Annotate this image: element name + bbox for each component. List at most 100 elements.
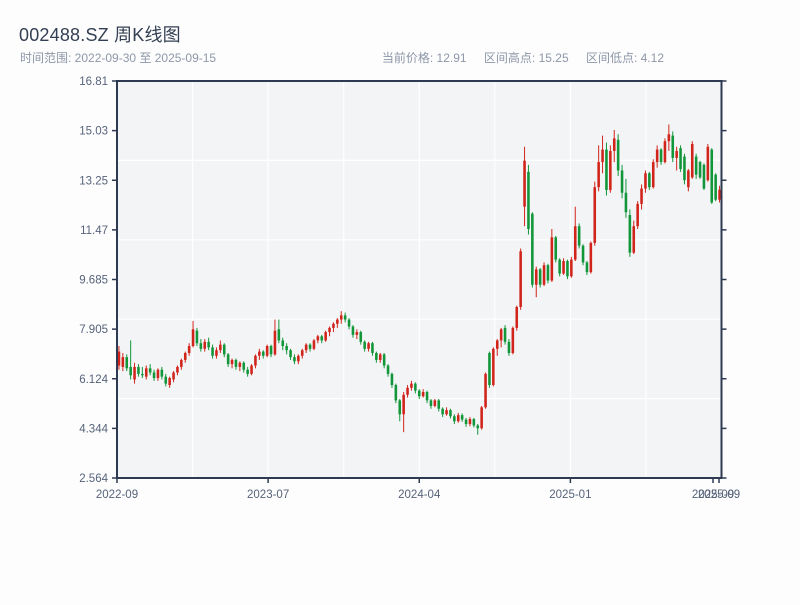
candle-body-down: [242, 362, 246, 370]
candle-body-down: [702, 164, 706, 189]
candle-body-down: [375, 352, 378, 360]
candle-body-down: [164, 376, 168, 384]
candle-body-up: [445, 410, 448, 415]
candlestick: [566, 259, 569, 280]
candlestick: [542, 262, 546, 287]
candle-body-up: [332, 323, 335, 328]
price-stats: 当前价格: 12.91 区间高点: 15.25 区间低点: 4.12: [382, 49, 664, 66]
candle-body-down: [531, 213, 534, 285]
y-axis-label: 13.25: [79, 175, 108, 187]
candlestick: [410, 380, 413, 391]
candle-body-down: [195, 330, 199, 344]
candle-body-down: [488, 352, 491, 386]
candlestick: [694, 153, 698, 179]
candlestick: [406, 385, 409, 398]
candle-body-up: [573, 226, 577, 260]
candlestick: [269, 344, 273, 358]
candlestick: [176, 365, 179, 376]
candlestick: [367, 341, 370, 352]
range-low-stat: 区间低点: 4.12: [585, 51, 664, 65]
candle-body-down: [624, 192, 628, 213]
candlestick: [511, 326, 515, 355]
candle-body-up: [640, 188, 643, 204]
candlestick: [398, 398, 402, 422]
candle-body-down: [566, 261, 569, 277]
candlestick: [137, 364, 140, 377]
candlestick: [503, 325, 507, 345]
candle-body-up: [203, 341, 207, 349]
candle-body-down: [538, 269, 542, 285]
y-axis-label: 2.564: [79, 473, 108, 485]
candlestick: [347, 318, 351, 330]
candle-body-down: [289, 350, 292, 358]
candlestick: [222, 343, 226, 358]
candlestick: [546, 263, 550, 284]
candlestick: [386, 364, 390, 377]
candlestick: [273, 319, 277, 356]
candlestick: [585, 261, 589, 275]
y-axis-label: 15.03: [79, 126, 108, 138]
candlestick: [624, 178, 628, 218]
candlestick: [581, 244, 585, 266]
candle-body-up: [187, 346, 191, 353]
candlestick: [683, 153, 686, 185]
candlestick: [441, 407, 444, 418]
candlestick: [242, 361, 246, 373]
candle-body-up: [484, 373, 487, 408]
candle-body-down: [141, 373, 144, 376]
candlestick: [597, 145, 600, 192]
candle-body-down: [351, 326, 355, 335]
candlestick: [187, 343, 191, 356]
candlestick: [593, 181, 597, 246]
candle-body-down: [211, 347, 214, 356]
candlestick: [250, 364, 253, 376]
candlestick: [492, 347, 495, 387]
candle-body-up: [316, 336, 320, 341]
candle-body-up: [644, 173, 647, 189]
candle-body-down: [425, 392, 429, 401]
candlestick: [628, 209, 632, 257]
candle-body-down: [277, 329, 281, 341]
candle-body-up: [410, 383, 413, 388]
candlestick: [417, 389, 421, 399]
candlestick: [538, 267, 542, 288]
candle-body-down: [359, 332, 363, 342]
candlestick: [390, 372, 394, 388]
candlestick: [336, 318, 339, 328]
candle-body-up: [651, 162, 655, 188]
candlestick: [211, 344, 214, 359]
candle-body-down: [261, 351, 265, 356]
y-axis-label: 6.124: [79, 374, 108, 386]
candlestick: [281, 337, 285, 351]
candlestick: [687, 169, 690, 192]
candle-body-down: [222, 344, 226, 355]
candle-body-up: [328, 327, 331, 333]
candlestick: [433, 398, 437, 408]
candlestick: [702, 163, 706, 190]
candle-body-up: [687, 170, 690, 188]
candle-body-up: [523, 160, 526, 207]
candlestick: [304, 343, 308, 353]
candlestick: [375, 351, 378, 363]
candle-body-down: [554, 237, 558, 260]
candle-body-down: [694, 156, 698, 175]
candlestick: [183, 351, 187, 363]
candle-body-down: [671, 135, 675, 158]
candle-body-up: [254, 355, 257, 366]
candlestick: [234, 358, 238, 370]
candlestick: [460, 413, 464, 422]
candle-body-up: [230, 359, 234, 365]
candle-body-up: [718, 189, 721, 200]
candlestick: [644, 170, 647, 193]
candlestick: [698, 160, 702, 179]
candlestick: [382, 352, 386, 369]
candle-body-up: [304, 344, 308, 351]
candle-body-up: [172, 372, 175, 380]
y-axis-label: 16.81: [79, 76, 108, 88]
candlestick: [679, 145, 682, 172]
candlestick: [297, 354, 300, 365]
candlestick: [300, 348, 304, 359]
candle-body-up: [706, 146, 710, 181]
candle-body-down: [293, 357, 296, 362]
